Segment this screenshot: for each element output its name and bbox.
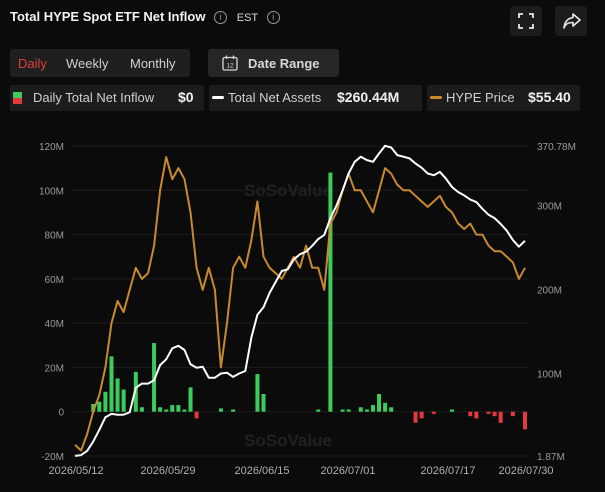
legend-label-net-assets: Total Net Assets (228, 90, 322, 105)
legend-item-net-assets[interactable]: Total Net Assets $260.44M (209, 85, 422, 111)
inflow-bar (261, 394, 266, 412)
share-icon (563, 13, 581, 29)
watermark-group: SoSoValue SoSoValue (244, 181, 332, 450)
timezone-info-icon[interactable]: i (266, 11, 280, 24)
legend-value-price: $55.40 (528, 89, 571, 105)
inflow-bar (328, 172, 333, 412)
date-range-button[interactable]: 12 Date Range (208, 49, 339, 77)
inflow-bar (176, 405, 181, 412)
inflow-bar (450, 409, 455, 412)
inflow-bar (158, 407, 163, 412)
inflow-bar (103, 391, 108, 412)
inflow-bar (121, 389, 126, 412)
inflow-bar (383, 402, 388, 412)
x-tick-label: 2026/05/12 (48, 465, 103, 477)
inflow-bar (194, 411, 199, 419)
x-tick-label: 2026/06/15 (234, 465, 289, 477)
grid-group (72, 145, 528, 457)
chart-header: Total HYPE Spot ETF Net Inflow i EST i (10, 6, 595, 36)
price-line (74, 156, 526, 452)
inflow-bar (419, 411, 424, 419)
inflow-bar (523, 411, 527, 430)
y-left-tick-label: 120M (39, 142, 64, 153)
y-right-tick-label: 1.87M (537, 452, 565, 463)
y-left-tick-label: 60M (45, 275, 64, 286)
y-right-tick-label: 370.78M (537, 142, 576, 153)
inflow-bar (109, 356, 114, 412)
y-right-tick-label: 200M (537, 286, 562, 297)
tab-weekly[interactable]: Weekly (66, 56, 109, 71)
x-tick-label: 2026/05/29 (140, 465, 195, 477)
y-right-tick-label: 300M (537, 201, 562, 212)
inflow-bar (358, 407, 363, 412)
lines-group (74, 144, 526, 457)
inflow-bar (316, 409, 321, 412)
fullscreen-icon (518, 13, 534, 29)
price-swatch-icon (430, 96, 442, 99)
inflow-bar (389, 407, 394, 412)
y-left-tick-label: 100M (39, 186, 64, 197)
legend-value-net-assets: $260.44M (337, 89, 400, 105)
inflow-bar (377, 394, 382, 412)
inflow-bar (431, 411, 436, 414)
inflow-swatch-icon (13, 92, 22, 104)
calendar-icon: 12 (222, 55, 238, 71)
y-left-tick-label: 80M (45, 231, 64, 242)
share-button[interactable] (555, 6, 587, 36)
inflow-bar (164, 409, 169, 412)
inflow-bar (346, 409, 351, 412)
inflow-bar (255, 374, 260, 412)
x-tick-label: 2026/07/01 (320, 465, 375, 477)
y-left-tick-label: 20M (45, 363, 64, 374)
bars-group (91, 172, 527, 430)
net-assets-line (74, 144, 526, 457)
chart-title: Total HYPE Spot ETF Net Inflow (10, 9, 206, 24)
tab-daily[interactable]: Daily (18, 56, 47, 71)
inflow-bar (370, 405, 375, 412)
inflow-bar (468, 411, 473, 417)
inflow-bar (498, 411, 503, 423)
inflow-bar (474, 411, 479, 419)
inflow-bar (133, 371, 138, 412)
inflow-bar (231, 409, 236, 412)
inflow-bar (188, 387, 193, 412)
inflow-bar (152, 343, 157, 412)
info-icon[interactable]: i (214, 11, 228, 24)
x-tick-label: 2026/07/17 (420, 465, 475, 477)
y-left-tick-label: 40M (45, 319, 64, 330)
tab-monthly[interactable]: Monthly (130, 56, 176, 71)
inflow-bar (115, 378, 120, 412)
y-right-tick-label: 100M (537, 370, 562, 381)
legend-label-inflow: Daily Total Net Inflow (33, 90, 155, 105)
date-range-label: Date Range (248, 56, 320, 71)
legend-item-price[interactable]: HYPE Price $55.40 (427, 85, 580, 111)
legend-item-inflow[interactable]: Daily Total Net Inflow $0 (10, 85, 204, 111)
watermark-text-1: SoSoValue (244, 431, 332, 450)
inflow-bar (340, 409, 345, 412)
inflow-bar (182, 409, 187, 412)
inflow-bar (97, 401, 102, 412)
axes-group: 120M 100M 80M 60M 40M 20M 0 -20M 370.78M 300M 200M… (39, 142, 576, 477)
net-assets-swatch-icon (212, 96, 224, 99)
inflow-bar (413, 411, 418, 423)
inflow-bar (364, 409, 369, 412)
period-selector: Daily Weekly Monthly (10, 49, 190, 77)
calendar-day: 12 (226, 63, 234, 70)
inflow-bar (139, 407, 144, 412)
inflow-bar (218, 408, 223, 412)
inflow-bar (492, 411, 497, 417)
inflow-bar (510, 411, 515, 417)
inflow-bar (91, 403, 96, 412)
x-tick-label: 2026/07/30 (498, 465, 553, 477)
legend-value-inflow: $0 (178, 89, 194, 105)
fullscreen-button[interactable] (510, 6, 542, 36)
legend-label-price: HYPE Price (446, 90, 515, 105)
timezone-label: EST (236, 12, 259, 24)
watermark-text-0: SoSoValue (244, 181, 332, 200)
inflow-bar (486, 411, 491, 414)
y-left-tick-label: 0 (58, 408, 64, 419)
inflow-bar (170, 405, 175, 412)
chart-title-block: Total HYPE Spot ETF Net Inflow i EST i (10, 9, 280, 24)
y-left-tick-label: -20M (41, 452, 64, 463)
